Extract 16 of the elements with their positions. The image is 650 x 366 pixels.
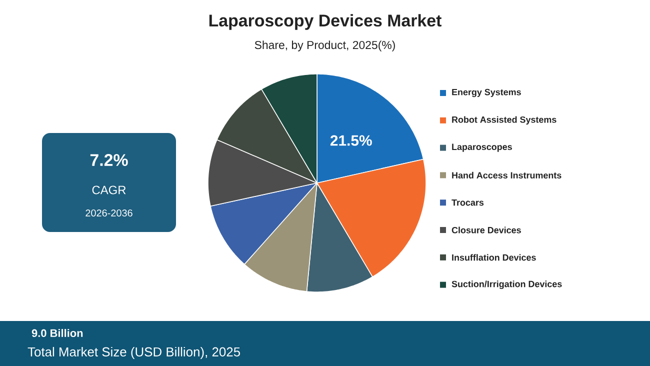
- legend-label: Trocars: [452, 199, 484, 206]
- legend-label: Suction/Irrigation Devices: [452, 280, 562, 290]
- legend-label: Insufflation Devices: [452, 254, 536, 261]
- legend-label: Laparoscopes: [452, 144, 512, 152]
- data-label: 21.5%: [330, 135, 372, 146]
- chart-title: Laparoscopy Devices Market: [209, 14, 442, 30]
- legend-label: Energy Systems: [452, 88, 521, 98]
- text: Total Market Size (USD Billion), 2025: [28, 346, 240, 360]
- text: CAGR: [92, 186, 126, 194]
- chart-subtitle: Share, by Product, 2025(%): [254, 40, 395, 52]
- legend-label: Hand Access Instruments: [452, 172, 562, 178]
- legend-label: Robot Assisted Systems: [452, 116, 556, 125]
- text: 2026-2036: [86, 209, 132, 217]
- legend-label: Closure Devices: [452, 226, 521, 234]
- text: 7.2%: [90, 154, 128, 166]
- text: 9.0 Billion: [32, 328, 83, 338]
